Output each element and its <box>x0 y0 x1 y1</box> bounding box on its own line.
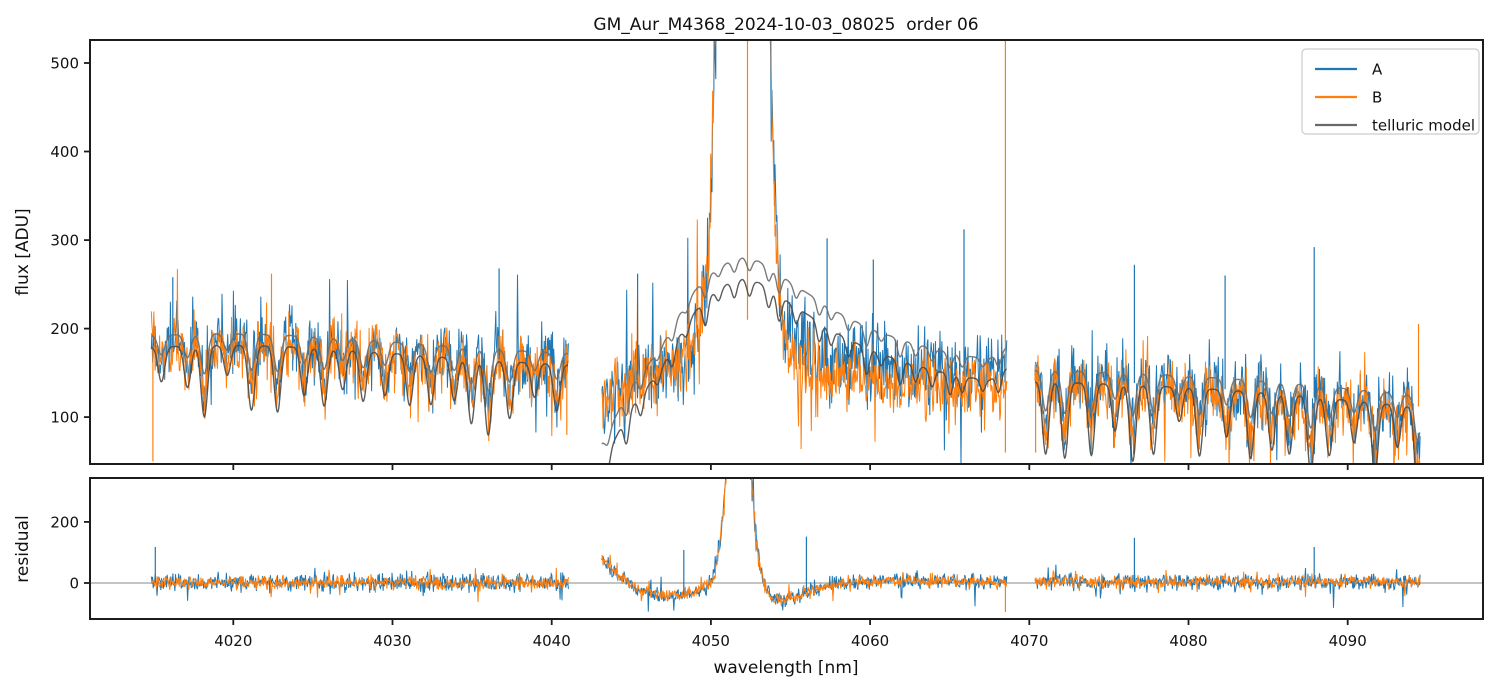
axes-spines-flux <box>89 39 1484 465</box>
svg-text:300: 300 <box>50 232 79 250</box>
svg-text:200: 200 <box>50 513 79 531</box>
telluric-model-line-upper <box>601 257 1008 446</box>
svg-text:200: 200 <box>50 320 79 338</box>
series-B-residual <box>150 567 569 603</box>
telluric-model-line-lower <box>602 278 1008 464</box>
series-B-residual <box>1034 569 1421 597</box>
flux-y-tick-labels: 100 200 300 400 500 <box>50 55 79 427</box>
svg-text:100: 100 <box>50 409 79 427</box>
flux-y-axis-label: flux [ADU] <box>13 208 33 295</box>
legend-box <box>1301 48 1480 135</box>
legend-label: telluric model <box>1372 117 1475 135</box>
svg-text:4040: 4040 <box>533 632 571 650</box>
svg-text:4080: 4080 <box>1169 632 1207 650</box>
svg-text:4070: 4070 <box>1010 632 1048 650</box>
series-B-residual <box>601 478 1008 607</box>
telluric-model-line-upper <box>1034 369 1421 442</box>
legend-label: B <box>1372 89 1382 107</box>
flux-ticks <box>84 62 1349 470</box>
svg-text:4050: 4050 <box>692 632 730 650</box>
legend-label: A <box>1372 61 1383 79</box>
svg-text:500: 500 <box>50 55 79 73</box>
residual-y-tick-labels: 0 200 <box>50 513 79 592</box>
axes-spines-residual <box>89 477 1484 620</box>
residual-y-axis-label: residual <box>13 515 33 582</box>
telluric-model-line-upper <box>151 333 569 392</box>
telluric-model-line-lower <box>1034 381 1416 464</box>
telluric-model-line-lower <box>150 344 569 436</box>
x-tick-labels: 4020 4030 4040 4050 4060 4070 4080 4090 <box>214 632 1367 650</box>
svg-text:4030: 4030 <box>373 632 411 650</box>
chart-title: GM_Aur_M4368_2024-10-03_08025 order 06 <box>593 15 978 35</box>
svg-text:4020: 4020 <box>214 632 252 650</box>
series-A-flux <box>601 40 1008 464</box>
series-B-flux <box>150 268 569 442</box>
svg-text:400: 400 <box>50 143 79 161</box>
svg-text:4060: 4060 <box>851 632 889 650</box>
x-axis-label: wavelength [nm] <box>713 658 858 678</box>
svg-text:4090: 4090 <box>1329 632 1367 650</box>
svg-text:0: 0 <box>69 575 79 593</box>
residual-ticks <box>84 521 1349 625</box>
